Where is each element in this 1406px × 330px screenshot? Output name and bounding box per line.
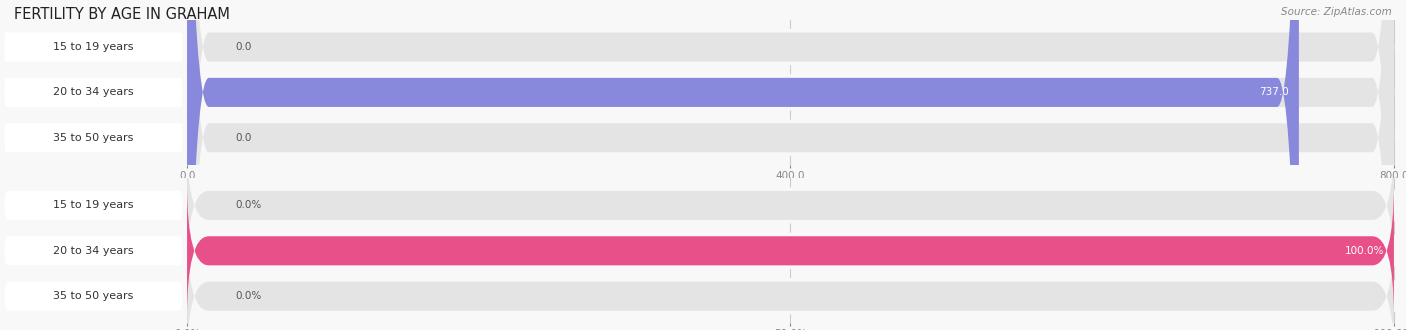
Text: 35 to 50 years: 35 to 50 years <box>53 133 134 143</box>
Text: 0.0%: 0.0% <box>235 200 262 211</box>
FancyBboxPatch shape <box>4 282 183 311</box>
FancyBboxPatch shape <box>187 0 1393 330</box>
Text: Source: ZipAtlas.com: Source: ZipAtlas.com <box>1281 7 1392 16</box>
Text: 15 to 19 years: 15 to 19 years <box>53 42 134 52</box>
Text: 20 to 34 years: 20 to 34 years <box>53 246 134 256</box>
Text: 100.0%: 100.0% <box>1346 246 1385 256</box>
FancyBboxPatch shape <box>0 204 1406 298</box>
FancyBboxPatch shape <box>187 0 1393 330</box>
FancyBboxPatch shape <box>187 0 1393 330</box>
Text: 35 to 50 years: 35 to 50 years <box>53 291 134 301</box>
FancyBboxPatch shape <box>0 249 1406 330</box>
Text: 0.0: 0.0 <box>235 133 252 143</box>
FancyBboxPatch shape <box>4 123 183 152</box>
FancyBboxPatch shape <box>4 236 183 265</box>
Text: 15 to 19 years: 15 to 19 years <box>53 200 134 211</box>
Text: FERTILITY BY AGE IN GRAHAM: FERTILITY BY AGE IN GRAHAM <box>14 7 231 21</box>
FancyBboxPatch shape <box>4 191 183 220</box>
FancyBboxPatch shape <box>187 183 1393 318</box>
FancyBboxPatch shape <box>187 229 1393 330</box>
FancyBboxPatch shape <box>4 78 183 107</box>
Text: 0.0%: 0.0% <box>235 291 262 301</box>
Text: 737.0: 737.0 <box>1260 87 1289 97</box>
Text: 0.0: 0.0 <box>235 42 252 52</box>
FancyBboxPatch shape <box>187 0 1299 330</box>
FancyBboxPatch shape <box>4 33 183 61</box>
Text: 20 to 34 years: 20 to 34 years <box>53 87 134 97</box>
FancyBboxPatch shape <box>187 138 1393 273</box>
FancyBboxPatch shape <box>187 183 1393 318</box>
FancyBboxPatch shape <box>0 158 1406 253</box>
